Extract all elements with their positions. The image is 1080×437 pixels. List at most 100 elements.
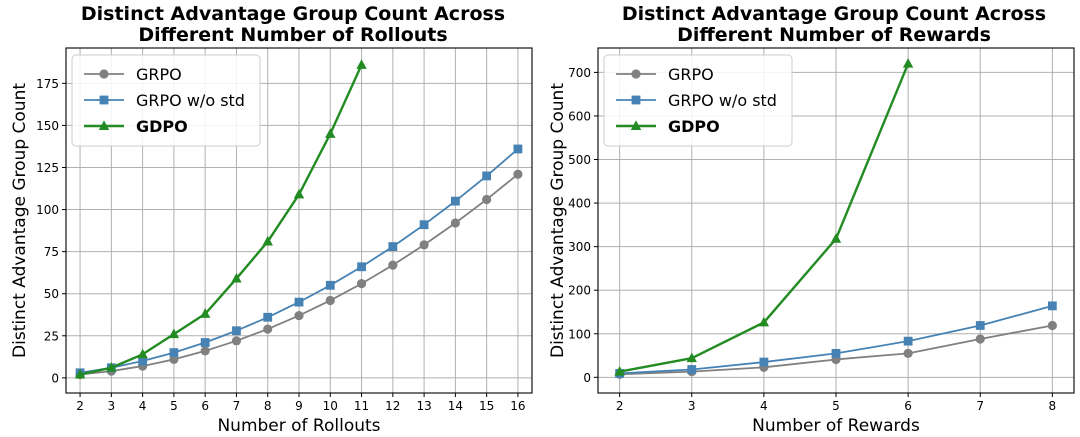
legend-marker — [99, 95, 109, 105]
x-tick-label: 16 — [510, 399, 525, 413]
x-tick-label: 6 — [201, 399, 209, 413]
series-line — [79, 64, 363, 376]
x-tick-label: 7 — [233, 399, 241, 413]
y-tick-label: 75 — [44, 245, 59, 259]
data-point — [1047, 320, 1057, 331]
data-point — [294, 297, 304, 307]
chart-title-line: Different Number of Rollouts — [138, 24, 447, 46]
data-point — [262, 235, 273, 246]
x-tick-label: 14 — [448, 399, 463, 413]
data-point — [513, 169, 523, 179]
data-point — [450, 196, 460, 206]
data-point — [903, 336, 913, 346]
data-point — [687, 365, 697, 374]
legend-marker — [99, 69, 109, 79]
x-tick-label: 8 — [1049, 399, 1057, 413]
y-tick-label: 0 — [51, 371, 59, 385]
chart-title-line: Different Number of Rewards — [677, 24, 991, 46]
legend: GRPO GRPO w/o std GDPO — [71, 54, 261, 147]
data-point — [138, 356, 148, 366]
data-point — [614, 366, 625, 376]
data-point — [975, 334, 985, 344]
y-tick-label: 600 — [568, 109, 591, 123]
data-point — [831, 348, 841, 358]
x-tick-label: 13 — [416, 399, 431, 413]
data-point — [975, 321, 985, 330]
x-tick-label: 11 — [354, 399, 369, 413]
x-tick-label: 15 — [479, 399, 494, 413]
y-tick-label: 100 — [36, 203, 59, 217]
y-tick-label: 100 — [568, 327, 591, 341]
legend-marker — [630, 120, 642, 130]
data-point — [168, 328, 180, 339]
legend-label: GRPO — [668, 65, 714, 84]
legend-box — [603, 54, 793, 147]
x-tick-label: 6 — [904, 399, 912, 413]
x-tick-label: 3 — [688, 399, 696, 413]
data-point — [325, 280, 335, 290]
y-tick-label: 400 — [568, 197, 591, 211]
legend-label: GRPO w/o std — [136, 91, 245, 110]
plot-frame — [65, 47, 533, 394]
legend-label: GRPO — [136, 65, 182, 84]
data-point — [513, 144, 523, 154]
data-point — [419, 220, 429, 230]
data-point — [356, 279, 367, 289]
x-tick-label: 7 — [976, 399, 984, 413]
y-tick-label: 500 — [568, 153, 591, 167]
y-tick-label: 50 — [44, 287, 59, 301]
chart-title-line: Distinct Advantage Group Count Across — [81, 3, 505, 25]
legend-label: GRPO w/o std — [668, 91, 777, 110]
x-tick-label: 4 — [760, 399, 768, 413]
x-axis-label: Number of Rollouts — [217, 416, 380, 436]
data-point — [137, 348, 148, 359]
data-point — [482, 194, 492, 205]
data-point — [758, 316, 770, 327]
data-point — [199, 308, 211, 318]
x-tick-label: 2 — [76, 399, 84, 413]
data-point — [357, 262, 366, 272]
y-tick-label: 0 — [583, 371, 591, 385]
x-tick-label: 2 — [616, 399, 624, 413]
data-point — [482, 171, 492, 181]
data-point — [450, 218, 460, 228]
data-point — [903, 348, 913, 358]
data-point — [231, 336, 242, 346]
data-point — [200, 346, 210, 356]
y-axis-label: Distinct Advantage Group Count — [548, 83, 568, 358]
data-point — [294, 310, 304, 321]
data-point — [106, 362, 117, 372]
legend-box — [71, 54, 261, 147]
data-point — [200, 338, 210, 347]
y-tick-label: 175 — [36, 77, 59, 91]
x-tick-label: 5 — [170, 399, 178, 413]
data-point — [686, 352, 697, 363]
chart-2: Distinct Advantage Group Count AcrossDif… — [548, 3, 1075, 436]
legend-marker — [98, 120, 110, 130]
data-point — [830, 233, 842, 243]
x-tick-label: 10 — [323, 399, 338, 413]
data-point — [74, 368, 86, 379]
x-axis-label: Number of Rewards — [752, 416, 920, 436]
data-point — [293, 188, 305, 199]
series-gdpo — [614, 58, 914, 376]
y-tick-label: 125 — [36, 161, 59, 175]
data-point — [325, 128, 336, 138]
y-tick-label: 25 — [44, 329, 59, 343]
y-tick-label: 200 — [568, 284, 591, 298]
data-point — [356, 59, 367, 69]
x-tick-label: 8 — [264, 399, 272, 413]
y-tick-label: 700 — [568, 66, 591, 80]
y-tick-label: 300 — [568, 240, 591, 254]
data-point — [231, 272, 242, 283]
data-point — [263, 312, 273, 322]
data-point — [902, 58, 914, 68]
plot-frame — [597, 47, 1075, 394]
data-point — [759, 357, 769, 367]
series-grpo — [75, 169, 523, 380]
y-axis-label: Distinct Advantage Group Count — [10, 83, 30, 358]
data-point — [419, 240, 429, 250]
data-point — [388, 260, 398, 270]
y-tick-label: 150 — [36, 119, 59, 133]
